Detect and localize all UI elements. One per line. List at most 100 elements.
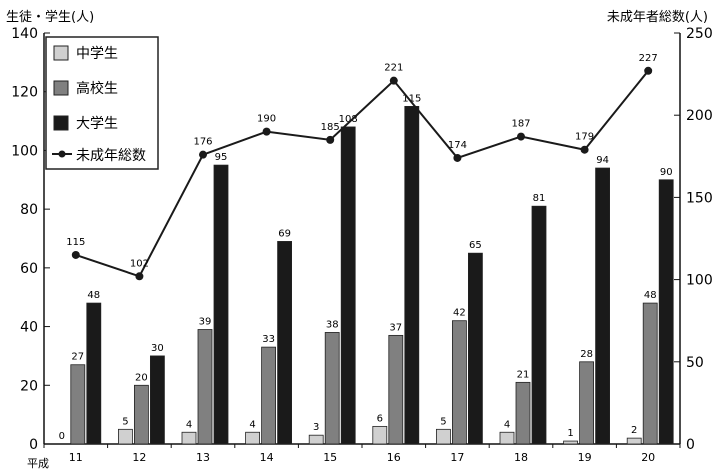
line-total-point — [71, 250, 80, 259]
bar-university-value: 30 — [151, 343, 164, 354]
bar-junior-high-value: 5 — [122, 416, 128, 427]
line-total-value: 179 — [575, 132, 594, 143]
bar-junior-high-value: 3 — [313, 422, 319, 433]
legend-label-total: 未成年総数 — [76, 148, 146, 164]
bar-university-value: 115 — [402, 93, 421, 104]
bar-university — [658, 179, 674, 445]
bar-university-value: 81 — [533, 193, 546, 204]
bar-university — [277, 241, 293, 445]
legend-label-university: 大学生 — [76, 116, 118, 132]
legend-swatch-high-school — [53, 80, 69, 96]
bar-high-school — [642, 302, 658, 445]
legend-label-junior-high: 中学生 — [76, 46, 118, 62]
legend-marker-total — [58, 150, 66, 158]
bar-university-value: 65 — [469, 240, 482, 251]
bar-high-school — [261, 346, 277, 445]
bar-high-school — [451, 320, 467, 445]
line-total-value: 227 — [639, 53, 658, 64]
bar-junior-high — [372, 425, 388, 445]
bar-junior-high — [499, 431, 515, 445]
bar-high-school-value: 39 — [199, 317, 212, 328]
line-total-point — [262, 127, 271, 136]
y-right-tick-label: 250 — [686, 26, 713, 42]
line-total-value: 102 — [130, 258, 149, 269]
bar-junior-high-value: 4 — [186, 419, 192, 430]
line-total-value: 187 — [511, 119, 530, 130]
y-left-tick-label: 80 — [20, 202, 38, 218]
bar-high-school — [133, 384, 149, 445]
legend-swatch-junior-high — [53, 45, 69, 61]
line-total-value: 190 — [257, 114, 276, 125]
legend: 中学生 高校生 大学生 未成年総数 — [45, 36, 159, 170]
bar-junior-high-value: 4 — [249, 419, 255, 430]
bar-university — [531, 205, 547, 445]
bar-junior-high-value: 1 — [567, 428, 573, 439]
x-tick-label: 17 — [450, 451, 464, 464]
y-left-tick-label: 100 — [11, 143, 38, 159]
bar-high-school-value: 21 — [517, 369, 530, 380]
line-total-point — [453, 153, 462, 162]
bar-university — [149, 355, 165, 445]
bar-high-school — [324, 332, 340, 445]
legend-label-high-school: 高校生 — [76, 80, 118, 97]
bar-junior-high — [435, 428, 451, 445]
bar-university — [340, 126, 356, 445]
bar-junior-high-value: 5 — [440, 416, 446, 427]
bar-junior-high-value: 0 — [59, 431, 65, 442]
line-total-value: 174 — [448, 140, 467, 151]
bar-junior-high — [563, 440, 578, 445]
y-left-tick-label: 0 — [29, 437, 38, 453]
line-total-value: 185 — [321, 122, 340, 133]
bar-junior-high — [181, 431, 197, 445]
x-tick-label: 14 — [260, 451, 274, 464]
bar-junior-high — [626, 437, 642, 445]
bar-university — [595, 167, 610, 445]
y-right-tick-label: 50 — [686, 355, 704, 371]
line-total-point — [580, 145, 589, 154]
bar-high-school — [515, 381, 531, 445]
line-total-value: 176 — [193, 137, 212, 148]
y-left-tick-label: 40 — [20, 320, 38, 336]
y-right-tick-label: 200 — [686, 108, 713, 124]
bar-junior-high — [308, 434, 324, 445]
bar-high-school-value: 48 — [644, 290, 657, 301]
line-total-point — [517, 132, 525, 141]
y-left-tick-label: 120 — [11, 85, 38, 101]
x-tick-label: 11 — [69, 451, 83, 464]
bar-university-value: 48 — [87, 290, 100, 301]
bar-high-school-value: 42 — [453, 308, 466, 319]
x-tick-label: 16 — [387, 451, 401, 464]
bar-university — [86, 302, 102, 445]
bar-high-school-value: 33 — [262, 334, 275, 345]
bar-university — [213, 164, 229, 445]
line-total-point — [199, 150, 207, 159]
y-left-tick-label: 60 — [20, 261, 38, 277]
y-right-axis-title: 未成年者総数(人) — [607, 10, 708, 25]
bar-high-school — [579, 361, 594, 445]
y-right-tick-label: 100 — [686, 273, 713, 289]
line-total-point — [135, 272, 144, 281]
bar-university-value: 69 — [278, 228, 291, 239]
bar-university-value: 108 — [339, 114, 358, 125]
bar-university-value: 95 — [215, 152, 228, 163]
bar-high-school-value: 28 — [580, 349, 593, 360]
bar-university — [467, 252, 483, 445]
y-left-tick-label: 20 — [20, 378, 38, 394]
y-right-tick-label: 0 — [686, 437, 695, 453]
bar-high-school — [197, 329, 213, 445]
x-tick-label: 15 — [323, 451, 337, 464]
line-total-value: 115 — [66, 237, 85, 248]
bar-university-value: 90 — [660, 167, 673, 178]
x-tick-label: 13 — [196, 451, 210, 464]
legend-swatch-university — [53, 115, 69, 131]
y-left-tick-label: 140 — [11, 26, 38, 42]
x-tick-label: 20 — [641, 451, 655, 464]
bar-high-school — [388, 334, 404, 445]
line-total-value: 221 — [384, 63, 403, 74]
line-total-point — [644, 66, 653, 75]
bar-university — [404, 105, 420, 445]
line-total-point — [326, 135, 335, 144]
bar-university-value: 94 — [596, 155, 609, 166]
